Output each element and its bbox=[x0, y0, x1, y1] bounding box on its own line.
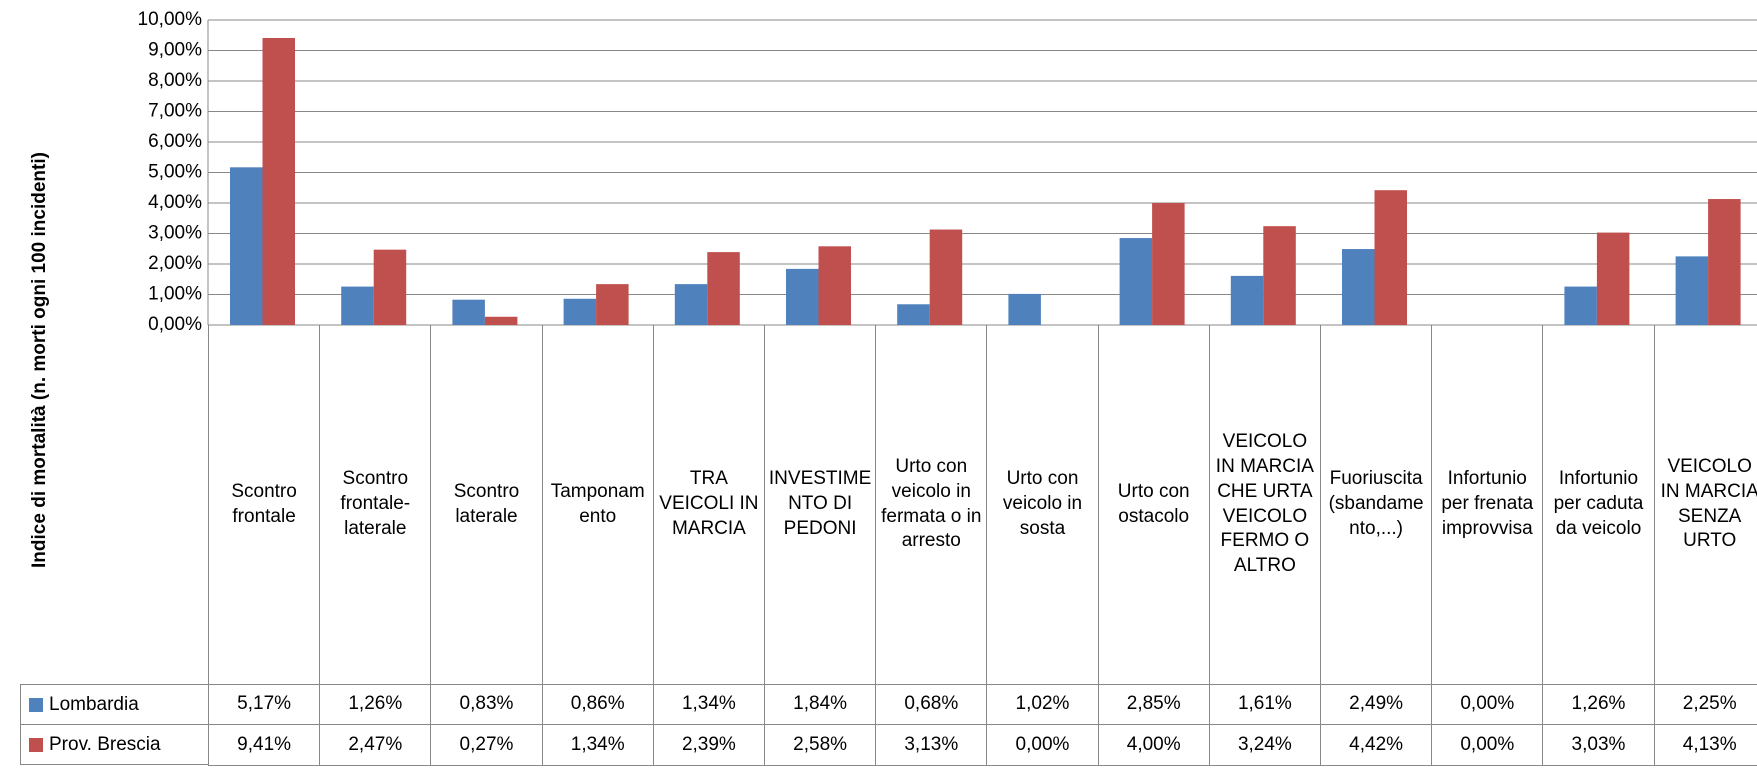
category-label: Infortunio per caduta da veicolo bbox=[1542, 325, 1653, 684]
category-label: Fuoriuscita (sbandamento,...) bbox=[1320, 325, 1431, 684]
bar bbox=[1342, 249, 1375, 325]
table-value: 5,17% bbox=[208, 684, 320, 724]
bar bbox=[1564, 286, 1597, 325]
table-value: 1,84% bbox=[764, 684, 876, 724]
bar bbox=[786, 268, 819, 325]
table-value: 0,68% bbox=[875, 684, 987, 724]
category-label: Infortunio per frenata improvvisa bbox=[1431, 325, 1542, 684]
legend-label: Prov. Brescia bbox=[49, 733, 161, 755]
legend-item: Lombardia bbox=[20, 684, 208, 724]
y-axis-title: Indice di mortalità (n. morti ogni 100 i… bbox=[29, 152, 50, 568]
table-value: 3,13% bbox=[875, 724, 987, 765]
category-label: Scontro laterale bbox=[430, 325, 541, 684]
y-tick-label: 3,00% bbox=[148, 223, 202, 244]
bar bbox=[341, 286, 374, 325]
table-value: 0,27% bbox=[430, 724, 542, 765]
bar bbox=[818, 246, 851, 325]
table-value: 3,24% bbox=[1208, 724, 1320, 765]
y-tick-label: 1,00% bbox=[148, 284, 202, 305]
table-value: 1,02% bbox=[986, 684, 1098, 724]
bar bbox=[929, 229, 963, 325]
table-value: 4,00% bbox=[1097, 724, 1209, 765]
table-value: 0,00% bbox=[986, 724, 1098, 765]
bar bbox=[1119, 238, 1153, 325]
table-value: 2,47% bbox=[319, 724, 431, 765]
category-label: Scontro frontale-laterale bbox=[319, 325, 430, 684]
bar bbox=[674, 284, 708, 325]
bar bbox=[563, 298, 597, 325]
bar bbox=[707, 252, 740, 325]
y-tick-label: 4,00% bbox=[148, 192, 202, 213]
table-value: 1,61% bbox=[1208, 684, 1320, 724]
y-tick-label: 9,00% bbox=[148, 40, 202, 61]
bar bbox=[1374, 190, 1407, 325]
table-value: 2,49% bbox=[1320, 684, 1432, 724]
legend-label: Lombardia bbox=[49, 693, 139, 715]
bar bbox=[262, 37, 295, 326]
table-bottom bbox=[208, 765, 1757, 766]
table-value: 0,00% bbox=[1431, 724, 1543, 765]
category-label: Urto con ostacolo bbox=[1097, 325, 1209, 684]
category-label: Urto con veicolo in fermata o in arresto bbox=[875, 325, 986, 684]
category-label: Tamponamento bbox=[541, 325, 653, 684]
y-tick-label: 8,00% bbox=[148, 70, 202, 91]
bar bbox=[1152, 203, 1185, 325]
category-label: TRA VEICOLI IN MARCIA bbox=[652, 325, 764, 684]
table-value: 3,03% bbox=[1542, 724, 1654, 765]
table-value: 2,25% bbox=[1653, 684, 1757, 724]
bar bbox=[452, 299, 485, 325]
bar bbox=[1596, 232, 1630, 325]
y-tick-label: 6,00% bbox=[148, 131, 202, 152]
table-value: 1,26% bbox=[319, 684, 431, 724]
bar bbox=[230, 167, 263, 325]
bar bbox=[1008, 293, 1041, 325]
category-label: Scontro frontale bbox=[208, 325, 319, 684]
y-tick-label: 5,00% bbox=[148, 162, 202, 183]
table-value: 4,13% bbox=[1653, 724, 1757, 765]
bar bbox=[596, 284, 629, 325]
table-value: 1,26% bbox=[1542, 684, 1654, 724]
table-value: 0,83% bbox=[430, 684, 542, 724]
category-label: VEICOLO IN MARCIA SENZA URTO bbox=[1653, 325, 1757, 684]
table-value: 0,00% bbox=[1431, 684, 1543, 724]
y-tick-label: 10,00% bbox=[138, 9, 203, 30]
table-value: 1,34% bbox=[541, 724, 653, 765]
bar bbox=[1708, 199, 1741, 325]
y-tick-label: 7,00% bbox=[148, 101, 202, 122]
table-value: 4,42% bbox=[1320, 724, 1432, 765]
bar bbox=[484, 316, 518, 325]
table-value: 1,34% bbox=[652, 684, 764, 724]
legend-item: Prov. Brescia bbox=[20, 724, 208, 765]
bar bbox=[1263, 226, 1296, 325]
table-value: 2,39% bbox=[652, 724, 764, 765]
table-value: 2,58% bbox=[764, 724, 876, 765]
table-value: 2,85% bbox=[1097, 684, 1209, 724]
bar bbox=[1675, 256, 1709, 325]
category-label: INVESTIMENTO DI PEDONI bbox=[764, 325, 875, 684]
y-tick-label: 0,00% bbox=[148, 314, 202, 335]
category-label: VEICOLO IN MARCIA CHE URTA VEICOLO FERMO… bbox=[1208, 325, 1320, 684]
bar bbox=[1230, 275, 1264, 325]
table-value: 9,41% bbox=[208, 724, 320, 765]
legend-swatch bbox=[29, 737, 43, 752]
table-value: 0,86% bbox=[541, 684, 653, 724]
bar bbox=[897, 304, 930, 325]
category-label: Urto con veicolo in sosta bbox=[986, 325, 1097, 684]
legend-swatch bbox=[29, 697, 43, 712]
y-tick-label: 2,00% bbox=[148, 253, 202, 274]
bar bbox=[373, 249, 407, 325]
